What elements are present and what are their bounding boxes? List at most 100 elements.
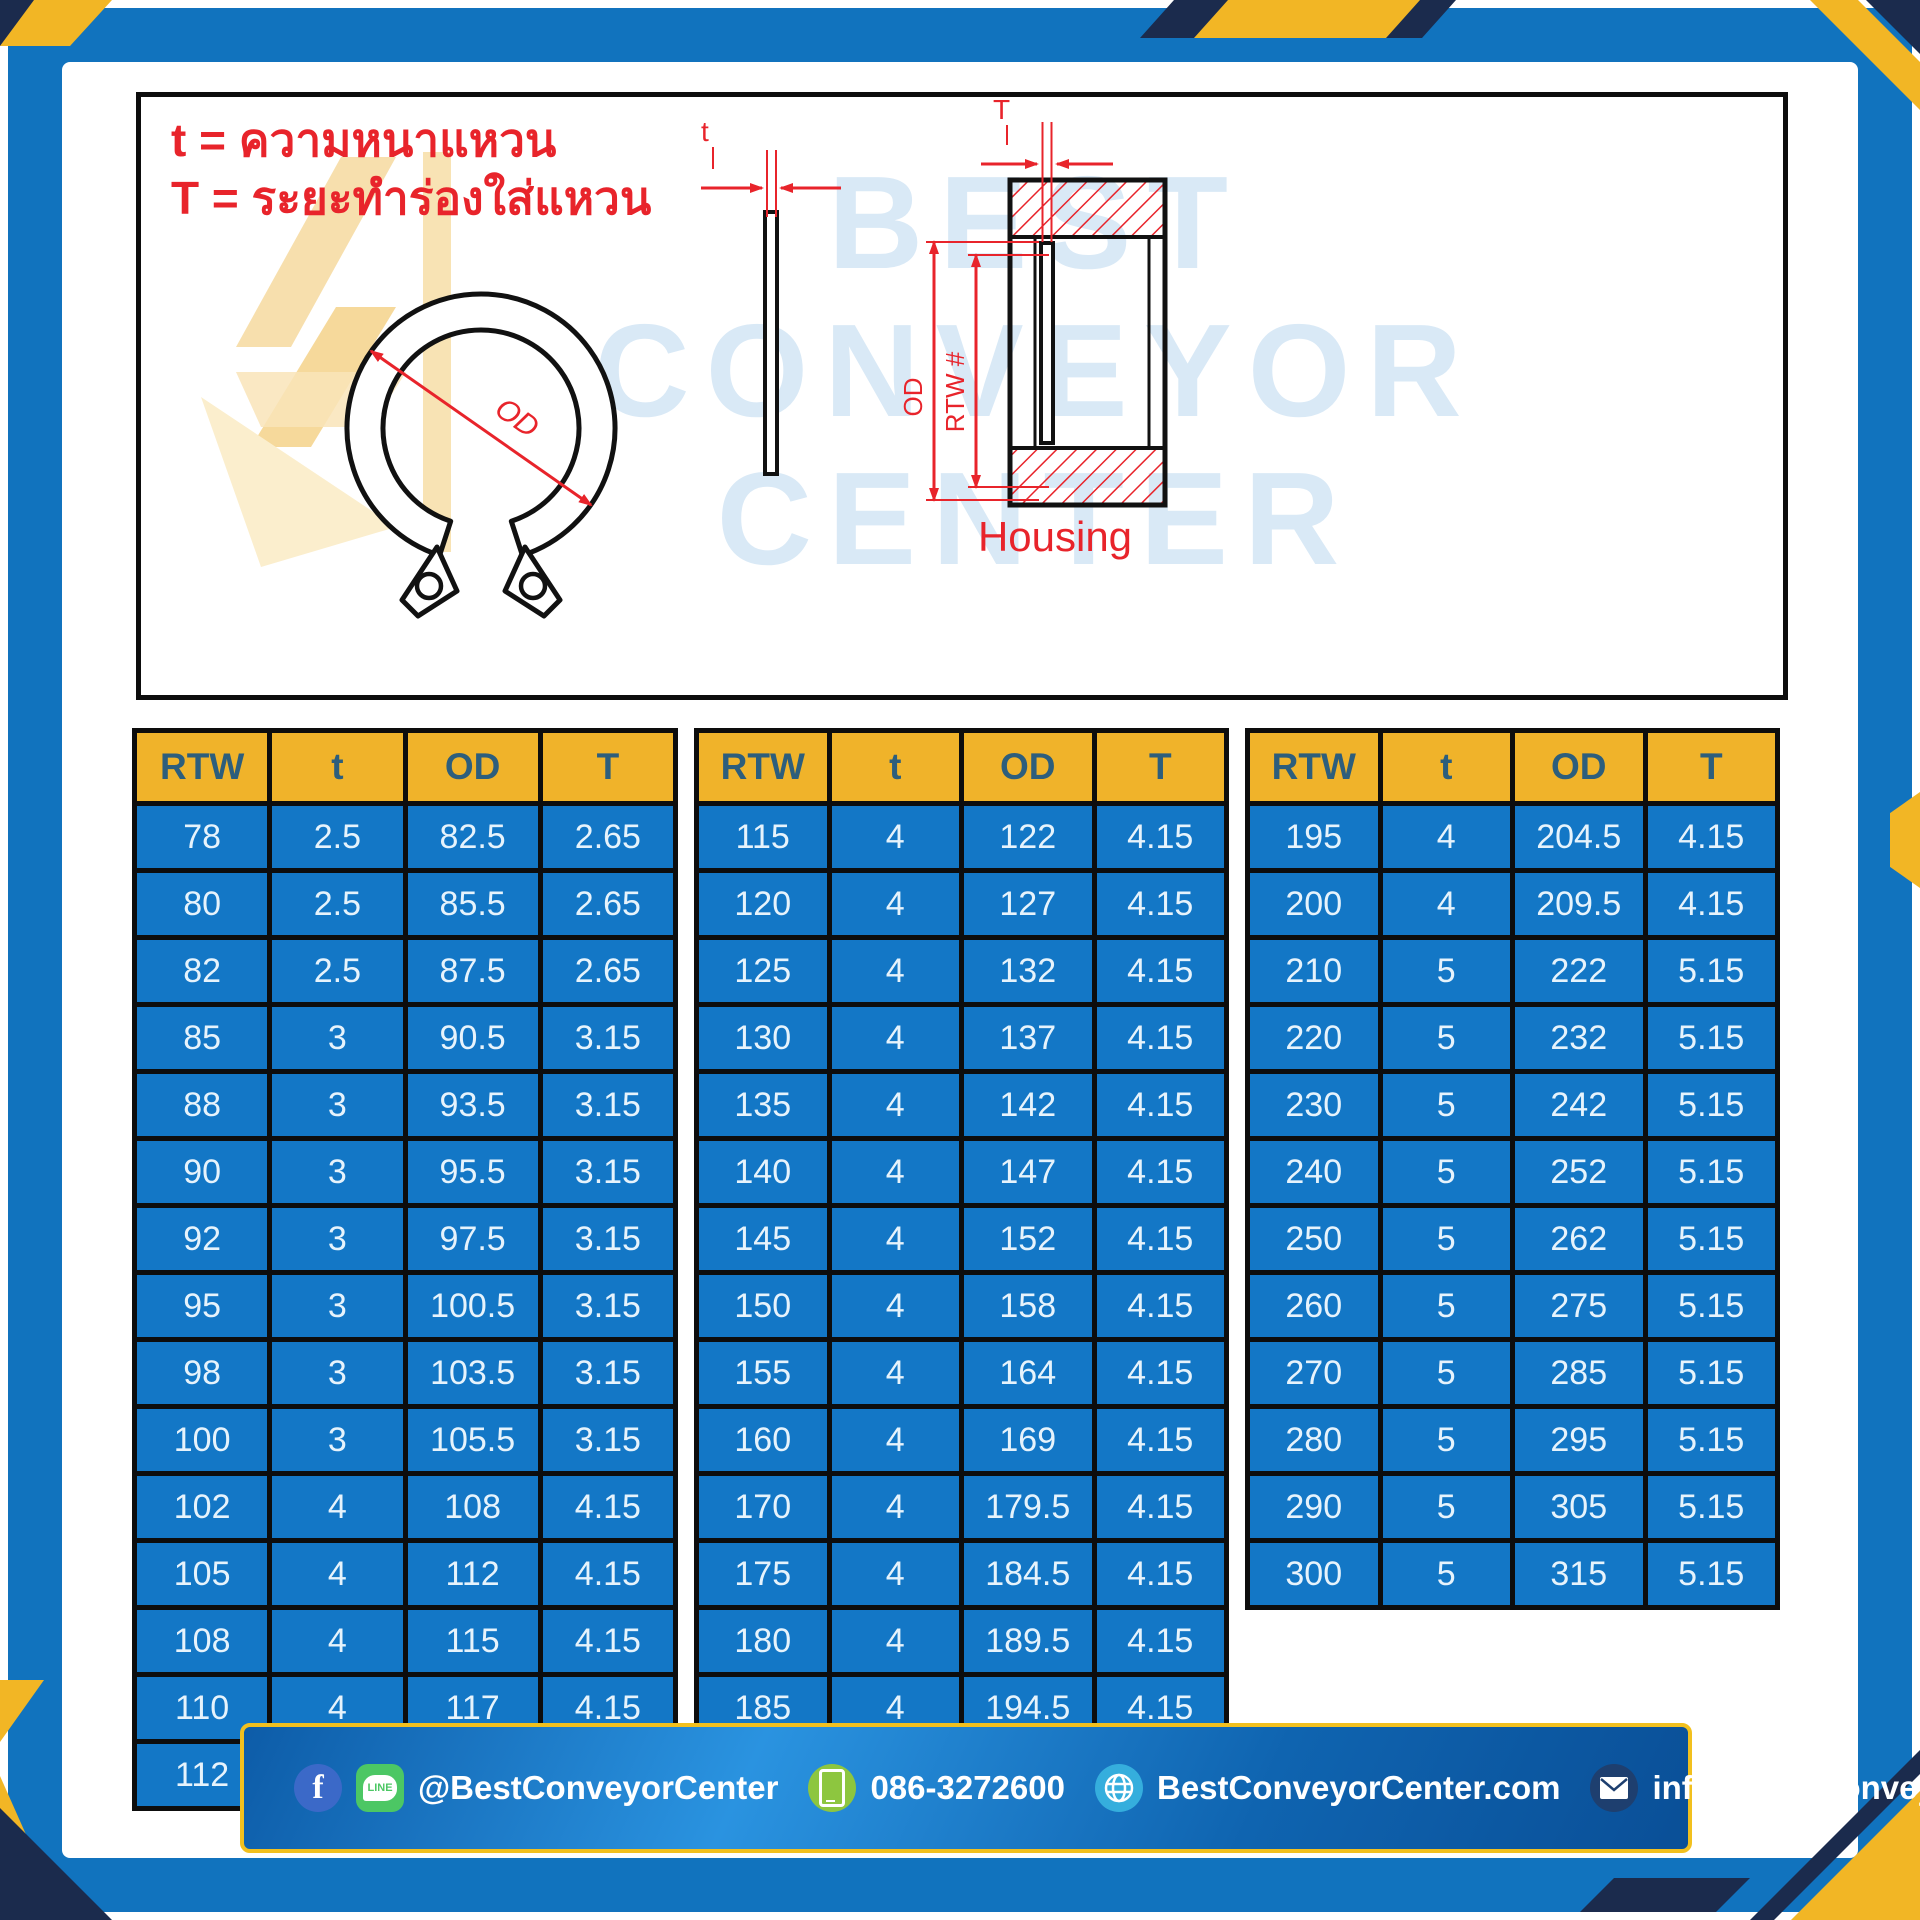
data-cell: 4.15 <box>537 1605 679 1677</box>
data-cell: 4 <box>826 1337 964 1409</box>
email-contact[interactable]: info@BestConveyorCenter.com <box>1590 1764 1920 1812</box>
table-row: 290 5 305 5.15 <box>1245 1471 1780 1543</box>
data-cell: 112 <box>402 1538 543 1610</box>
table-row: 200 4 209.5 4.15 <box>1245 868 1780 940</box>
data-cell: 2.5 <box>267 935 408 1007</box>
table-row: 108 4 115 4.15 <box>131 1605 679 1677</box>
data-cell: 122 <box>959 801 1097 873</box>
data-cell: 88 <box>131 1069 273 1141</box>
phone-icon[interactable] <box>808 1764 857 1812</box>
data-cell: 262 <box>1510 1203 1648 1275</box>
data-cell: 5.15 <box>1642 1002 1780 1074</box>
email-icon[interactable] <box>1590 1764 1639 1812</box>
data-cell: 132 <box>959 935 1097 1007</box>
data-cell: 189.5 <box>959 1605 1097 1677</box>
data-cell: 220 <box>1245 1002 1383 1074</box>
groove-dimension-label: T <box>993 97 1010 125</box>
data-cell: 290 <box>1245 1471 1383 1543</box>
data-cell: 3 <box>267 1002 408 1074</box>
data-cell: 5 <box>1377 1270 1515 1342</box>
data-cell: 95.5 <box>402 1136 543 1208</box>
data-cell: 200 <box>1245 868 1383 940</box>
data-cell: 158 <box>959 1270 1097 1342</box>
data-cell: 275 <box>1510 1270 1648 1342</box>
header-cell: OD <box>1510 728 1648 806</box>
table-row: 78 2.5 82.5 2.65 <box>131 801 679 873</box>
decoration-top-band <box>1140 0 1470 38</box>
technical-diagram: BEST CONVEYOR CENTER OD <box>136 92 1788 700</box>
data-cell: 155 <box>694 1337 832 1409</box>
table-row: 170 4 179.5 4.15 <box>694 1471 1229 1543</box>
data-cell: 5 <box>1377 1136 1515 1208</box>
data-cell: 5 <box>1377 1002 1515 1074</box>
globe-icon[interactable] <box>1094 1764 1143 1812</box>
data-cell: 295 <box>1510 1404 1648 1476</box>
data-cell: 4 <box>826 1471 964 1543</box>
data-cell: 4.15 <box>1091 1136 1229 1208</box>
table-row: 140 4 147 4.15 <box>694 1136 1229 1208</box>
phone-contact[interactable]: 086-3272600 <box>808 1764 1065 1812</box>
data-cell: 85.5 <box>402 868 543 940</box>
header-cell: RTW <box>694 728 832 806</box>
website-contact[interactable]: BestConveyorCenter.com <box>1094 1764 1561 1812</box>
table-row: 115 4 122 4.15 <box>694 801 1229 873</box>
data-cell: 4 <box>267 1605 408 1677</box>
housing-caption: Housing <box>977 513 1133 560</box>
table-row: 120 4 127 4.15 <box>694 868 1229 940</box>
website-url[interactable]: BestConveyorCenter.com <box>1156 1769 1561 1806</box>
data-cell: 270 <box>1245 1337 1383 1409</box>
header-cell: T <box>1642 728 1780 806</box>
data-cell: 2.65 <box>537 801 679 873</box>
data-cell: 3 <box>267 1404 408 1476</box>
data-cell: 3.15 <box>537 1404 679 1476</box>
data-cell: 5 <box>1377 1538 1515 1610</box>
data-cell: 82.5 <box>402 801 543 873</box>
header-cell: OD <box>402 728 543 806</box>
table-row: 175 4 184.5 4.15 <box>694 1538 1229 1610</box>
data-cell: 4.15 <box>1091 935 1229 1007</box>
data-cell: 4 <box>826 935 964 1007</box>
table-row: 135 4 142 4.15 <box>694 1069 1229 1141</box>
data-cell: 93.5 <box>402 1069 543 1141</box>
data-cell: 105.5 <box>402 1404 543 1476</box>
data-cell: 4 <box>267 1538 408 1610</box>
facebook-icon[interactable]: f <box>294 1764 342 1812</box>
email-address[interactable]: info@BestConveyorCenter.com <box>1652 1769 1920 1806</box>
table-row: 300 5 315 5.15 <box>1245 1538 1780 1610</box>
data-cell: 175 <box>694 1538 832 1610</box>
data-cell: 4.15 <box>1091 1404 1229 1476</box>
retaining-ring-drawing: OD t T <box>344 97 1168 619</box>
header-cell: OD <box>959 728 1097 806</box>
data-cell: 4.15 <box>1642 868 1780 940</box>
data-cell: 120 <box>694 868 832 940</box>
data-cell: 5 <box>1377 1404 1515 1476</box>
decoration-top-right <box>1750 0 1920 170</box>
table-row: 150 4 158 4.15 <box>694 1270 1229 1342</box>
line-icon[interactable]: LINE <box>356 1764 404 1812</box>
social-contact[interactable]: f LINE @BestConveyorCenter <box>294 1764 778 1812</box>
data-cell: 4 <box>826 1270 964 1342</box>
circlip-side-view: t <box>701 116 841 476</box>
data-cell: 4.15 <box>1091 1270 1229 1342</box>
data-cell: 315 <box>1510 1538 1648 1610</box>
data-cell: 5.15 <box>1642 1203 1780 1275</box>
table-row: 125 4 132 4.15 <box>694 935 1229 1007</box>
data-cell: 4.15 <box>1091 1605 1229 1677</box>
decoration-right-notch <box>1890 792 1920 888</box>
table-row: 85 3 90.5 3.15 <box>131 1002 679 1074</box>
data-cell: 152 <box>959 1203 1097 1275</box>
data-cell: 184.5 <box>959 1538 1097 1610</box>
social-handle[interactable]: @BestConveyorCenter <box>418 1769 779 1806</box>
phone-number[interactable]: 086-3272600 <box>870 1769 1065 1806</box>
housing-section-view: T OD RTW # <box>898 97 1168 508</box>
data-cell: 150 <box>694 1270 832 1342</box>
data-cell: 3.15 <box>537 1203 679 1275</box>
table-row: 210 5 222 5.15 <box>1245 935 1780 1007</box>
data-cell: 82 <box>131 935 273 1007</box>
data-cell: 3.15 <box>537 1136 679 1208</box>
watermark-line: CONVEYOR <box>511 297 1561 445</box>
legend-line-t: t = ความหนาแหวน <box>171 114 557 166</box>
data-cell: 145 <box>694 1203 832 1275</box>
data-cell: 300 <box>1245 1538 1383 1610</box>
data-cell: 115 <box>694 801 832 873</box>
